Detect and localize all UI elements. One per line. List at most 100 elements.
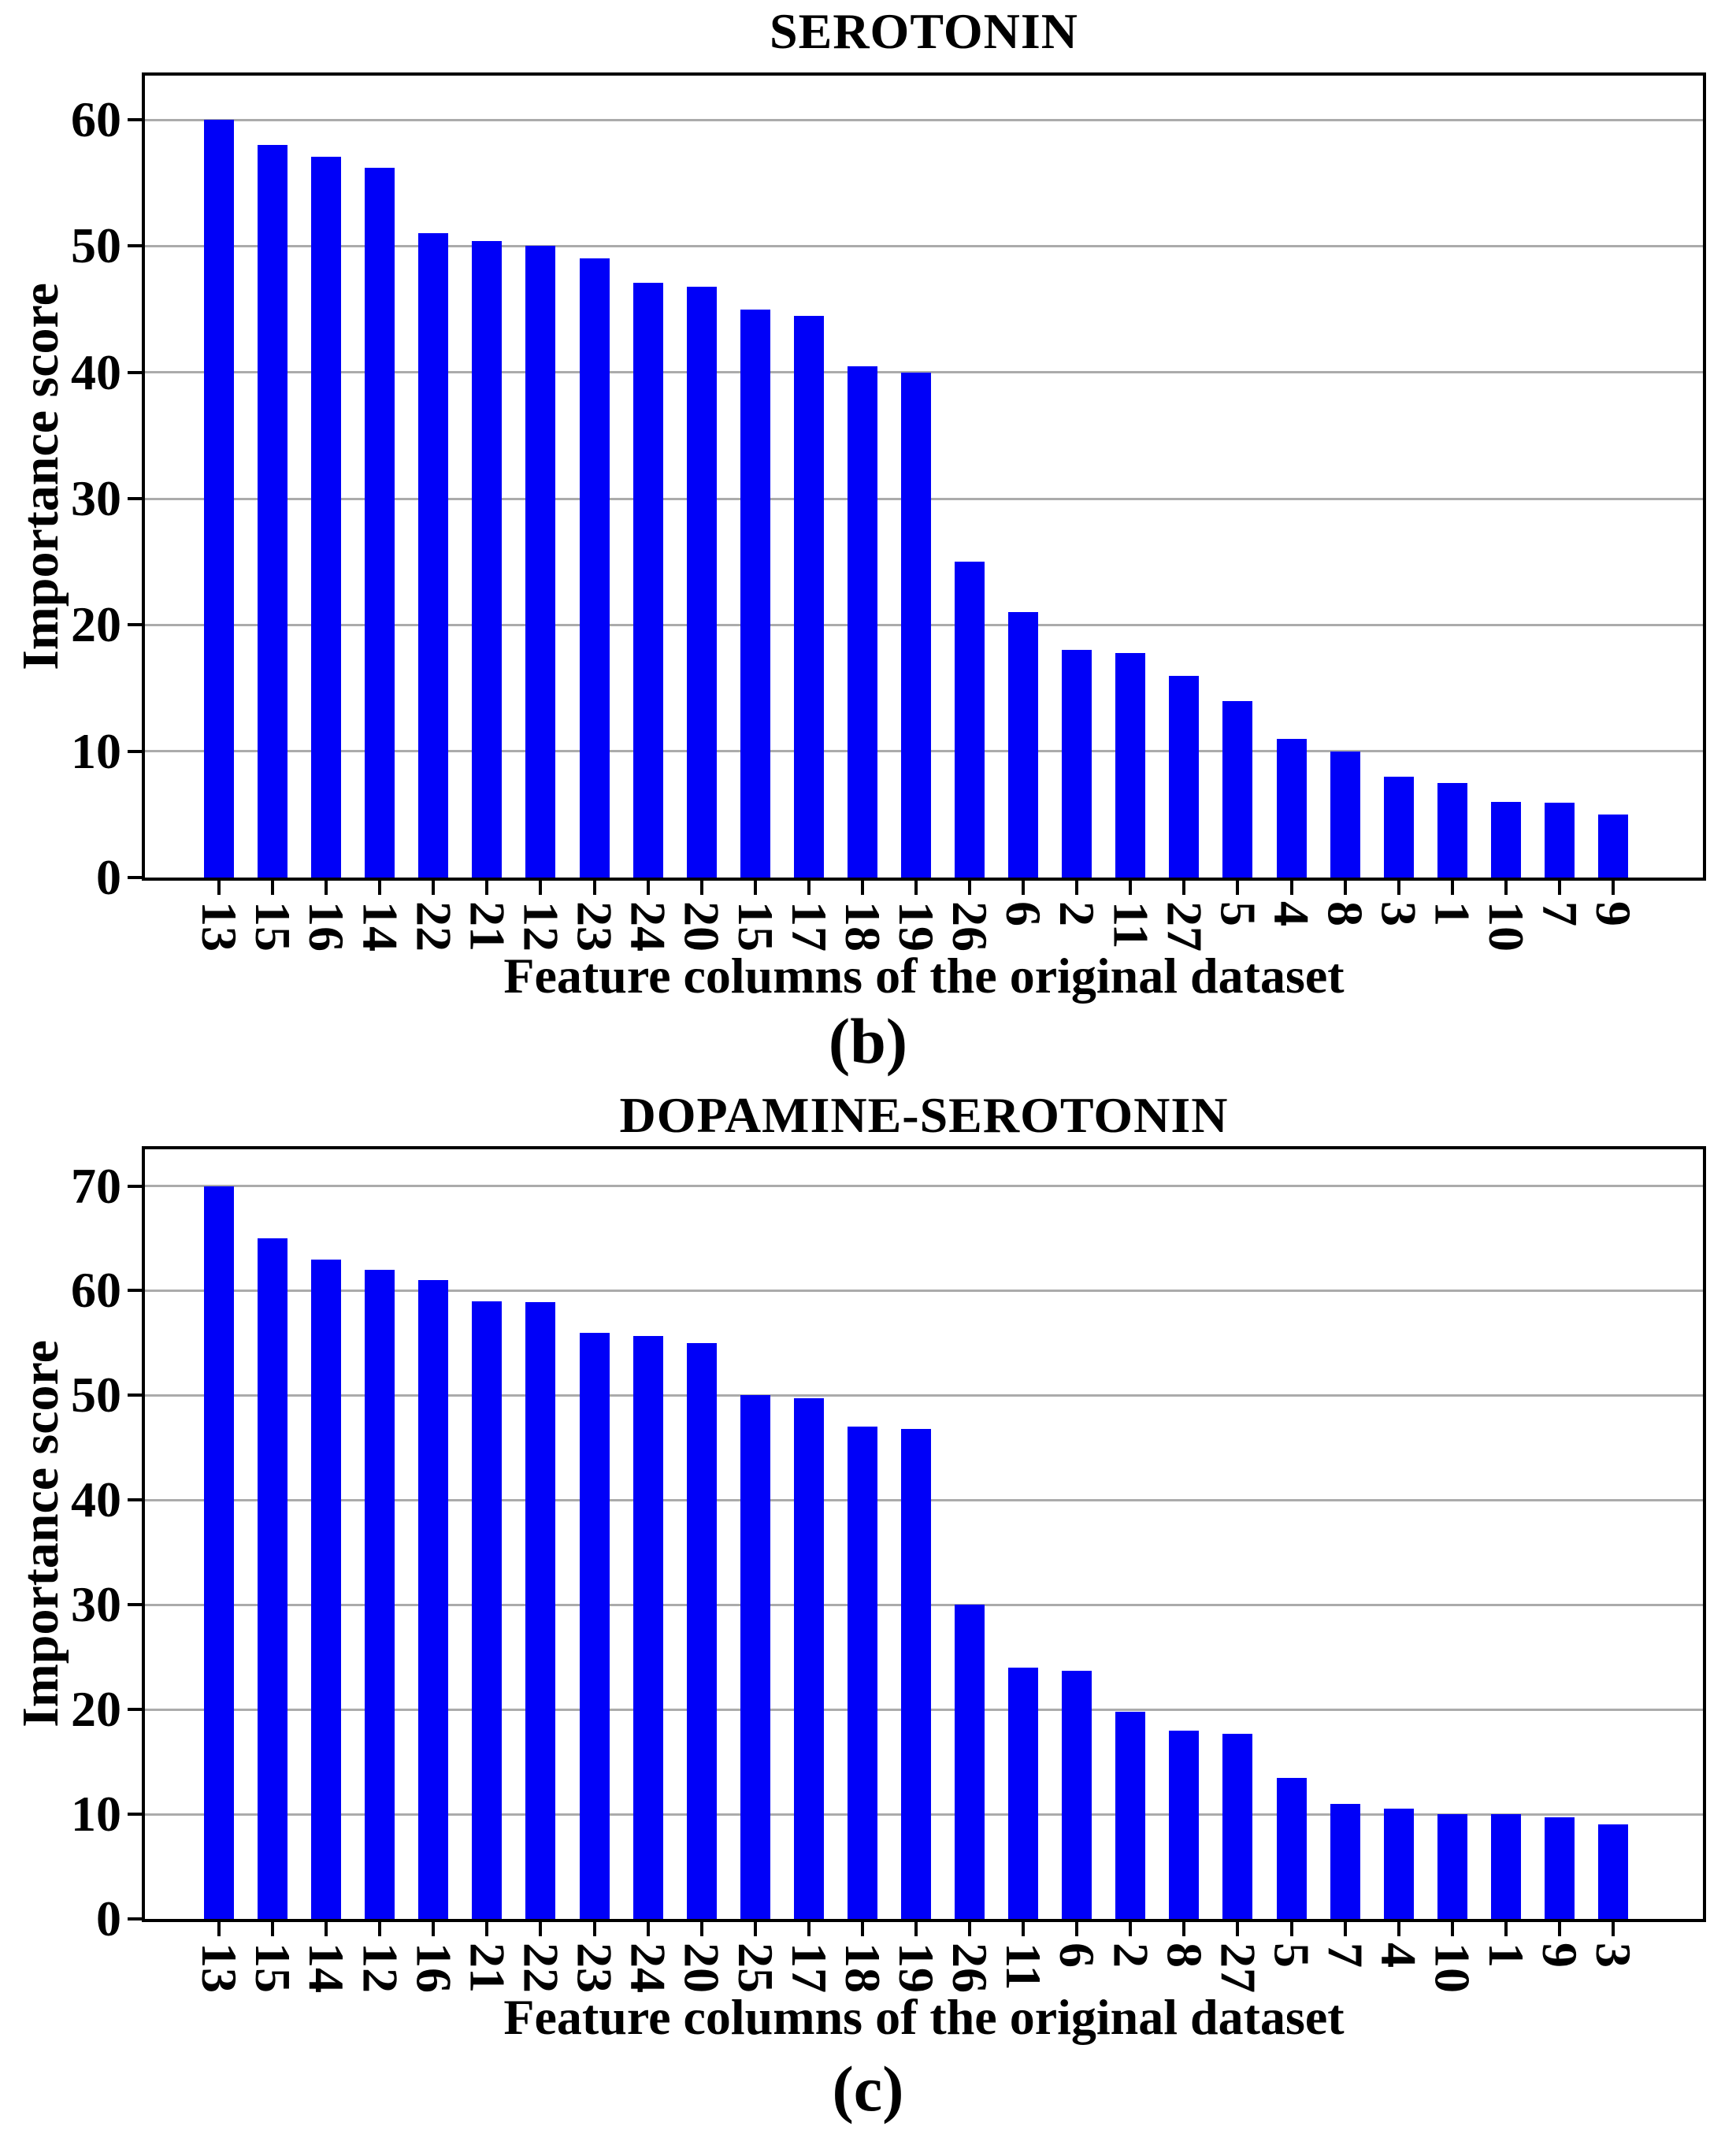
x-tick-mark [1182, 878, 1186, 895]
x-tick-label: 19 [888, 1943, 944, 1993]
x-tick-label: 4 [1263, 901, 1320, 926]
x-tick-label: 15 [245, 1943, 302, 1993]
x-tick-mark [1236, 1919, 1240, 1936]
x-tick-label: 27 [1210, 1943, 1267, 1993]
x-tick-mark [378, 1919, 382, 1936]
bar [1008, 1667, 1039, 1919]
y-tick-mark [128, 623, 142, 627]
x-tick-label: 27 [1156, 901, 1213, 952]
x-tick-label: 24 [620, 1943, 677, 1993]
gridline [145, 118, 1703, 121]
x-tick-label: 11 [1103, 901, 1159, 949]
x-tick-label: 22 [406, 901, 462, 952]
x-tick-label: 16 [406, 1943, 462, 1993]
x-tick-label: 8 [1317, 901, 1374, 926]
x-tick-mark [1075, 1919, 1079, 1936]
x-tick-label: 14 [299, 1943, 355, 1993]
x-tick-mark [914, 878, 918, 895]
x-tick-mark [807, 878, 811, 895]
y-tick-mark [128, 370, 142, 374]
x-tick-label: 10 [1478, 901, 1534, 952]
chart-title: SEROTONIN [770, 3, 1078, 59]
x-tick-label: 11 [996, 1943, 1052, 1991]
x-tick-label: 15 [727, 901, 784, 952]
bar [1490, 801, 1521, 878]
x-tick-label: 19 [888, 901, 944, 952]
y-tick-mark [128, 1394, 142, 1397]
x-tick-mark [1611, 1919, 1615, 1936]
x-tick-mark [539, 878, 543, 895]
bar [579, 258, 610, 878]
x-tick-mark [699, 878, 703, 895]
y-tick-label: 40 [71, 1471, 121, 1528]
bar [793, 315, 824, 878]
x-tick-mark [1022, 1919, 1026, 1936]
bar [365, 1269, 395, 1919]
bar [955, 562, 985, 878]
x-tick-label: 10 [1424, 1943, 1481, 1993]
y-tick-label: 70 [71, 1157, 121, 1214]
x-axis-label: Feature columns of the original dataset [503, 1989, 1345, 2045]
x-tick-mark [1289, 878, 1293, 895]
serotonin-chart: SEROTONIN Importance score 0 10 20 30 40 50 60… [12, 3, 1706, 1077]
bar [686, 1342, 717, 1919]
x-tick-mark [1397, 1919, 1400, 1936]
bar [1169, 1730, 1200, 1919]
x-tick-mark [860, 878, 864, 895]
bar [1008, 612, 1039, 878]
bar [258, 145, 288, 878]
x-tick-label: 13 [191, 1943, 248, 1993]
x-tick-mark [217, 878, 221, 895]
bar [525, 246, 556, 878]
x-tick-mark [1450, 1919, 1454, 1936]
x-tick-mark [485, 878, 489, 895]
x-tick-mark [432, 878, 436, 895]
x-tick-mark [485, 1919, 489, 1936]
bar [472, 1301, 503, 1919]
y-tick-label: 50 [71, 217, 121, 274]
bar [579, 1332, 610, 1919]
x-tick-label: 17 [781, 901, 837, 952]
x-tick-mark [592, 1919, 596, 1936]
x-tick-label: 22 [513, 1943, 569, 1993]
y-tick-label: 10 [71, 1786, 121, 1843]
x-tick-label: 26 [942, 1943, 999, 1993]
bar [1437, 1814, 1467, 1919]
x-tick-mark [1343, 1919, 1347, 1936]
x-tick-mark [271, 878, 275, 895]
y-tick-mark [128, 1498, 142, 1502]
bar [793, 1398, 824, 1919]
y-tick-label: 30 [71, 470, 121, 527]
x-tick-mark [1022, 878, 1026, 895]
x-tick-mark [325, 1919, 328, 1936]
x-tick-mark [1504, 1919, 1508, 1936]
bar [1597, 814, 1628, 878]
gridline [145, 1185, 1703, 1188]
y-tick-label: 60 [71, 1262, 121, 1319]
bar [1544, 1817, 1575, 1919]
dopamine-serotonin-chart: DOPAMINE-SEROTONIN Importance score 0 10 2… [0, 1079, 1736, 2145]
y-tick-label: 10 [71, 722, 121, 779]
bar [525, 1302, 556, 1919]
gridline [145, 244, 1703, 247]
bar [901, 1428, 931, 1919]
x-tick-label: 8 [1156, 1943, 1213, 1968]
x-tick-label: 15 [245, 901, 302, 952]
y-tick-mark [128, 1184, 142, 1188]
x-tick-label: 5 [1263, 1943, 1320, 1968]
x-tick-mark [1557, 878, 1561, 895]
x-tick-label: 25 [727, 1943, 784, 1993]
y-tick-label: 50 [71, 1367, 121, 1423]
bar [1330, 1803, 1360, 1919]
x-tick-label: 21 [459, 1943, 516, 1993]
y-tick-mark [128, 118, 142, 122]
y-tick-label: 20 [71, 1681, 121, 1738]
y-tick-mark [128, 749, 142, 753]
x-tick-label: 12 [352, 1943, 409, 1993]
x-tick-mark [914, 1919, 918, 1936]
y-tick-label: 0 [96, 1891, 121, 1946]
x-tick-mark [646, 1919, 650, 1936]
bar [1490, 1814, 1521, 1919]
x-tick-mark [1129, 878, 1133, 895]
bar [1437, 782, 1467, 878]
